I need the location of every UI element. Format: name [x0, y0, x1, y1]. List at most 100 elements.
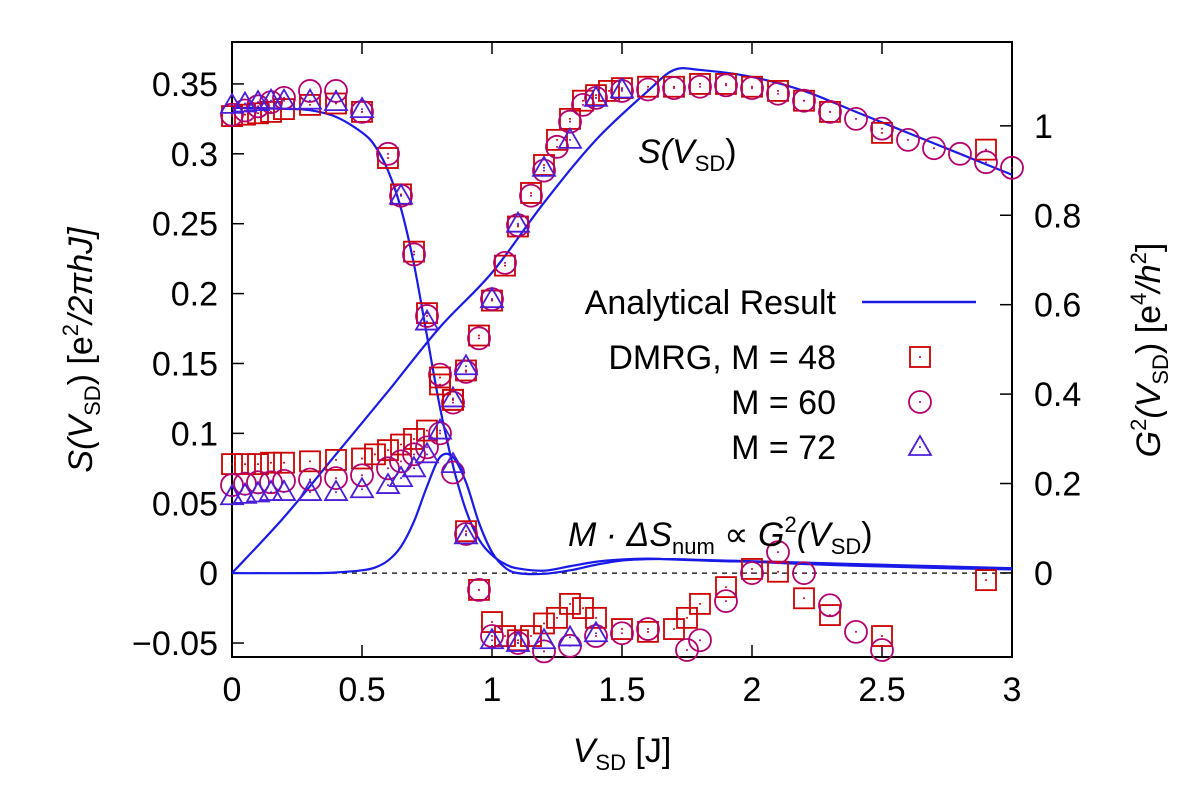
annotation-delta-s: M · ΔSnum ∝ G2(VSD)	[568, 512, 873, 559]
marker-center-dot	[829, 110, 831, 113]
data-point-circle	[610, 621, 634, 646]
data-point-square	[689, 592, 711, 615]
marker-center-dot	[504, 261, 506, 264]
data-point-triangle	[609, 76, 635, 99]
marker-center-dot	[400, 477, 402, 480]
marker-center-dot	[595, 616, 597, 619]
series-6-square	[221, 373, 997, 652]
marker-center-dot	[309, 99, 311, 102]
marker-center-dot	[231, 103, 233, 106]
marker-center-dot	[673, 628, 675, 631]
data-point-square	[260, 451, 282, 474]
marker-center-dot	[985, 579, 987, 582]
marker-center-dot	[907, 138, 909, 141]
data-point-square	[429, 373, 451, 396]
marker-center-dot	[426, 446, 428, 449]
marker-center-dot	[491, 621, 493, 624]
marker-center-dot	[283, 461, 285, 464]
data-point-triangle	[557, 127, 583, 149]
marker-center-dot	[855, 117, 857, 120]
marker-center-dot	[283, 96, 285, 99]
marker-center-dot	[413, 453, 415, 456]
marker-center-dot	[374, 453, 376, 456]
marker-center-dot	[517, 639, 519, 642]
data-point-circle	[298, 467, 322, 492]
series-5-triangle	[219, 76, 635, 408]
marker-center-dot	[335, 491, 337, 494]
marker-center-dot	[413, 467, 415, 470]
marker-center-dot	[699, 82, 701, 85]
marker-center-dot	[361, 488, 363, 491]
marker-center-dot	[582, 103, 584, 106]
marker-center-dot	[517, 642, 519, 645]
marker-center-dot	[1011, 166, 1013, 169]
x-tick-label: 0	[223, 671, 242, 709]
data-point-square	[975, 138, 997, 161]
marker-center-dot	[595, 94, 597, 97]
data-point-circle	[298, 79, 322, 103]
marker-center-dot	[439, 376, 441, 379]
data-point-circle	[493, 250, 517, 275]
data-point-triangle	[245, 89, 271, 112]
marker-center-dot	[452, 401, 454, 404]
series-8-triangle	[219, 417, 609, 652]
marker-center-dot	[777, 92, 779, 95]
marker-center-dot	[751, 572, 753, 575]
data-point-circle	[870, 116, 894, 141]
data-point-circle	[740, 561, 764, 586]
y-right-tick-label: 0	[1034, 555, 1053, 593]
data-point-circle	[220, 102, 244, 127]
y-left-tick-label: 0.3	[171, 136, 218, 174]
marker-center-dot	[309, 491, 311, 494]
marker-center-dot	[257, 101, 259, 104]
marker-center-dot	[231, 113, 233, 116]
marker-center-dot	[244, 102, 246, 105]
marker-center-dot	[270, 491, 272, 494]
marker-center-dot	[517, 225, 519, 228]
marker-center-dot	[919, 401, 921, 403]
marker-center-dot	[491, 299, 493, 302]
marker-center-dot	[686, 616, 688, 619]
data-point-square	[871, 625, 893, 647]
marker-center-dot	[543, 650, 545, 653]
data-point-circle	[870, 638, 894, 662]
marker-center-dot	[439, 432, 441, 435]
y-right-tick-label: 0.6	[1034, 287, 1081, 325]
marker-center-dot	[452, 397, 454, 400]
marker-center-dot	[569, 602, 571, 605]
marker-center-dot	[270, 99, 272, 102]
marker-center-dot	[517, 222, 519, 225]
marker-center-dot	[439, 383, 441, 386]
data-point-triangle	[440, 451, 466, 474]
data-point-circle	[948, 141, 972, 166]
marker-center-dot	[985, 161, 987, 164]
marker-center-dot	[530, 635, 532, 638]
marker-center-dot	[933, 147, 935, 150]
data-point-triangle	[427, 417, 453, 440]
marker-center-dot	[881, 649, 883, 652]
marker-center-dot	[387, 157, 389, 160]
data-point-circle	[415, 304, 439, 328]
data-point-triangle	[479, 627, 505, 650]
marker-center-dot	[413, 437, 415, 440]
marker-center-dot	[647, 628, 649, 631]
legend-label-3: M = 72	[731, 429, 836, 467]
data-point-square	[546, 606, 568, 629]
data-point-square	[975, 569, 997, 592]
data-point-circle	[402, 442, 426, 467]
data-point-square	[663, 618, 685, 640]
marker-center-dot	[543, 622, 545, 625]
marker-center-dot	[608, 89, 610, 92]
data-point-circle	[740, 76, 764, 101]
y-left-tick-label: 0.1	[171, 415, 218, 453]
marker-center-dot	[491, 635, 493, 638]
marker-center-dot	[465, 370, 467, 373]
y-axis-left-label: S(VSD) [e2/2πhJ]	[58, 226, 105, 473]
marker-center-dot	[855, 630, 857, 633]
data-point-triangle	[323, 89, 349, 112]
data-point-circle	[415, 435, 439, 460]
data-point-triangle	[271, 479, 297, 501]
data-point-triangle	[219, 92, 245, 114]
marker-center-dot	[569, 636, 571, 639]
data-point-circle	[324, 466, 348, 490]
